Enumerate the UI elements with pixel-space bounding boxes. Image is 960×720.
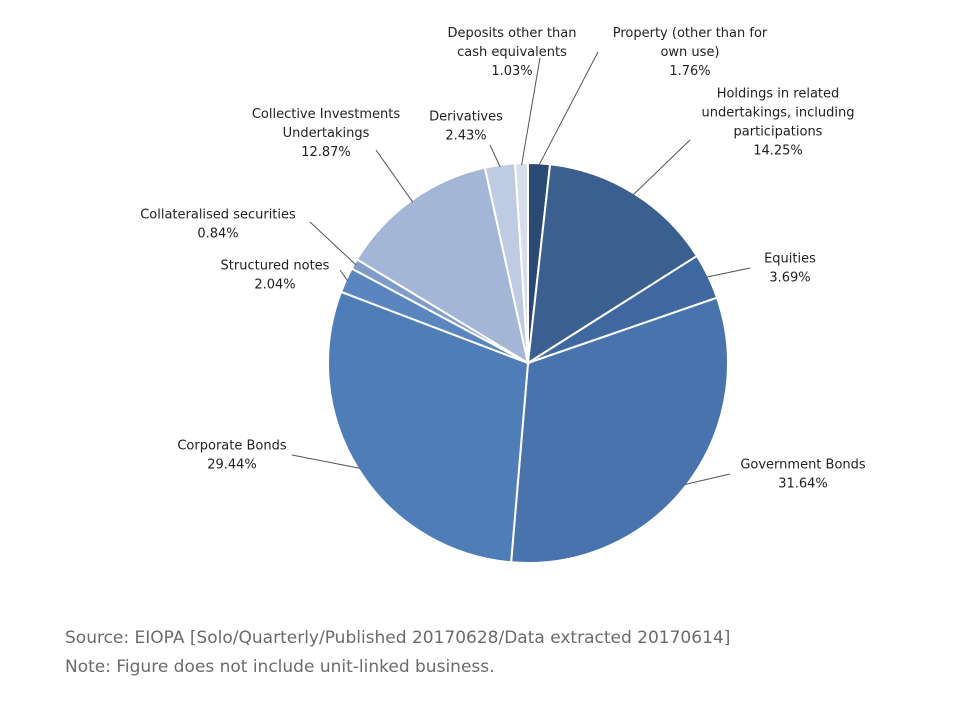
leader-lines [291,51,751,486]
slice-label: Collective Investments Undertakings 12.87% [252,107,401,160]
leader-line [291,454,361,469]
source-note: Source: EIOPA [Solo/Quarterly/Published … [65,628,731,648]
leader-line [538,51,599,166]
leader-line [706,267,751,278]
pie-slice [510,296,729,564]
leader-line [375,149,414,203]
slice-label: Deposits other than cash equivalents 1.03% [448,26,577,79]
leader-line [309,221,357,266]
slice-label: Property (other than for own use) 1.76% [613,26,768,79]
slice-label: Equities 3.69% [764,252,816,286]
slice-label: Derivatives 2.43% [429,110,503,144]
slice-label: Government Bonds 31.64% [740,458,866,492]
leader-line [339,269,349,282]
slice-labels: Property (other than for own use) 1.76% Hol… [140,26,866,492]
slice-label: Structured notes 2.04% [221,259,330,293]
pie-chart: Property (other than for own use) 1.76% Hol… [140,26,866,564]
pie-slices [327,161,729,564]
leader-line [684,473,731,486]
figure-note: Note: Figure does not include unit-linke… [65,657,495,677]
leader-line [632,139,691,196]
slice-label: Collateralised securities 0.84% [140,208,296,242]
slice-label: Holdings in related undertakings, includi… [701,87,854,159]
leader-line [521,57,541,166]
leader-line [489,144,501,168]
pie-slice [327,290,530,564]
pie-slice [526,163,699,365]
slice-label: Corporate Bonds 29.44% [177,439,286,473]
